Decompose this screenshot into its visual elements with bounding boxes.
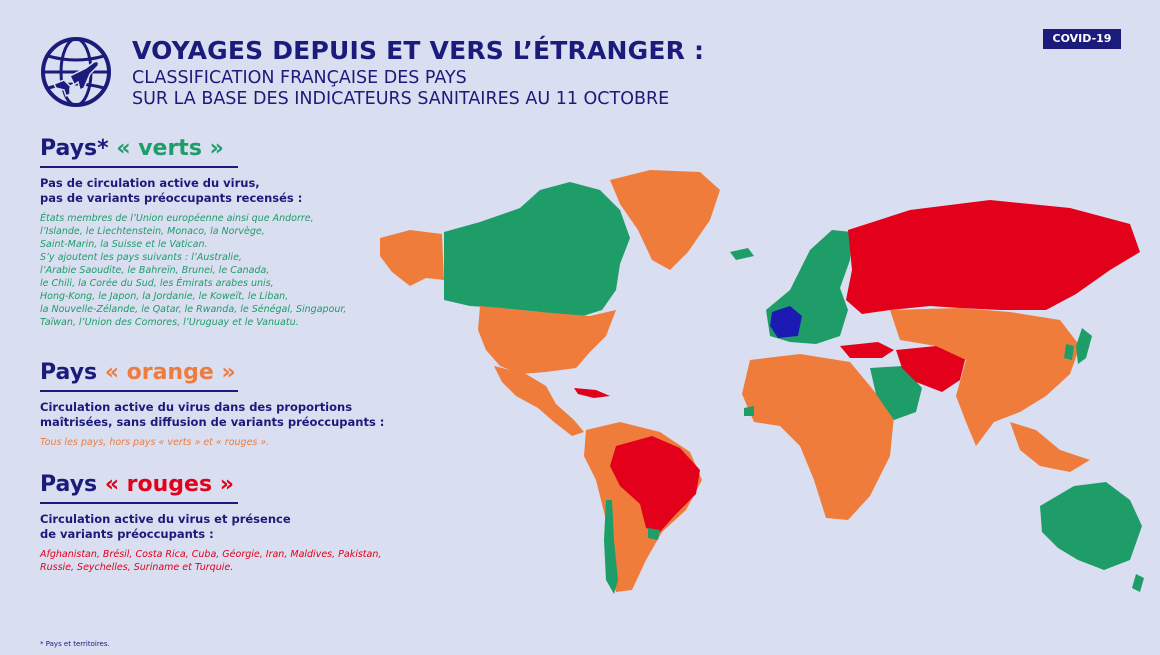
map-region-chile	[604, 500, 618, 594]
map-region-brazil	[610, 436, 700, 532]
legend-orange-prefix: Pays	[40, 360, 98, 385]
legend-green-detail-line: États membres de l’Union européenne ains…	[40, 213, 314, 224]
legend-green-detail-line: l’Islande, le Liechtenstein, Monaco, la …	[40, 226, 265, 237]
map-region-africa	[742, 354, 894, 520]
legend-orange-label: « orange »	[104, 360, 236, 385]
covid-badge: COVID-19	[1043, 29, 1121, 49]
legend-green-desc-line: pas de variants préoccupants recensés :	[40, 191, 303, 205]
legend-orange-rule	[40, 390, 238, 392]
legend-red-title: Pays « rouges »	[40, 472, 440, 498]
legend-orange-desc-line: maîtrisées, sans diffusion de variants p…	[40, 415, 385, 429]
header: VOYAGES DEPUIS ET VERS L’ÉTRANGER : CLAS…	[40, 34, 840, 114]
legend-red-countries: Afghanistan, Brésil, Costa Rica, Cuba, G…	[40, 548, 440, 574]
legend-green-countries: États membres de l’Union européenne ains…	[40, 212, 440, 329]
map-region-iran-afghanistan-pakistan	[896, 346, 966, 392]
map-region-france	[770, 306, 802, 338]
legend-green-detail-line: le Chili, la Corée du Sud, les Émirats a…	[40, 278, 274, 289]
legend-green-label: « verts »	[116, 136, 224, 161]
map-region-asia	[890, 308, 1080, 446]
legend-orange-countries: Tous les pays, hors pays « verts » et « …	[40, 436, 440, 449]
legend-orange-detail-line: Tous les pays, hors pays « verts » et « …	[40, 437, 270, 448]
legend-green-description: Pas de circulation active du virus, pas …	[40, 176, 440, 206]
legend-green: Pays* « verts » Pas de circulation activ…	[40, 136, 440, 329]
map-region-russia	[846, 200, 1140, 314]
footnote: * Pays et territoires.	[40, 640, 110, 648]
legend-green-detail-line: S’y ajoutent les pays suivants : l’Austr…	[40, 252, 242, 263]
map-region-mexico	[494, 366, 584, 436]
map-region-turkey	[840, 342, 894, 358]
legend-orange-desc-line: Circulation active du virus dans des pro…	[40, 400, 353, 414]
legend-red-desc-line: de variants préoccupants :	[40, 527, 214, 541]
map-region-korea	[1064, 344, 1074, 360]
map-region-cuba	[574, 388, 610, 398]
map-region-iceland	[730, 248, 754, 260]
map-region-canada	[444, 182, 630, 320]
legend-orange-title: Pays « orange »	[40, 360, 440, 386]
legend-red-detail-line: Russie, Seychelles, Suriname et Turquie.	[40, 562, 234, 573]
legend-orange: Pays « orange » Circulation active du vi…	[40, 360, 440, 449]
map-region-southeast-asia	[1010, 422, 1090, 472]
legend-green-rule	[40, 166, 238, 168]
legend-red: Pays « rouges » Circulation active du vi…	[40, 472, 440, 574]
map-region-greenland	[610, 170, 720, 270]
page-subtitle: CLASSIFICATION FRANÇAISE DES PAYS SUR LA…	[132, 68, 669, 110]
map-region-new-zealand	[1132, 574, 1144, 592]
map-region-arabia	[870, 366, 922, 420]
legend-green-detail-line: Saint-Marin, la Suisse et le Vatican.	[40, 239, 208, 250]
map-region-alaska	[380, 230, 444, 286]
legend-red-label: « rouges »	[104, 472, 234, 497]
world-map	[380, 170, 1144, 594]
legend-orange-description: Circulation active du virus dans des pro…	[40, 400, 440, 430]
map-region-senegal	[744, 406, 754, 416]
subtitle-line-2: SUR LA BASE DES INDICATEURS SANITAIRES A…	[132, 89, 670, 109]
legend-red-detail-line: Afghanistan, Brésil, Costa Rica, Cuba, G…	[40, 549, 382, 560]
legend-green-detail-line: Taïwan, l’Union des Comores, l’Uruguay e…	[40, 317, 299, 328]
legend-red-desc-line: Circulation active du virus et présence	[40, 512, 291, 526]
legend-green-prefix: Pays*	[40, 136, 109, 161]
legend-green-detail-line: la Nouvelle-Zélande, le Qatar, le Rwanda…	[40, 304, 347, 315]
legend-green-desc-line: Pas de circulation active du virus,	[40, 176, 260, 190]
legend-red-rule	[40, 502, 238, 504]
legend-red-description: Circulation active du virus et présence …	[40, 512, 440, 542]
map-region-australia	[1040, 482, 1142, 570]
globe-airplane-icon	[41, 37, 111, 107]
map-region-japan	[1076, 328, 1092, 364]
legend-green-detail-line: Hong-Kong, le Japon, la Jordanie, le Kow…	[40, 291, 289, 302]
page-title: VOYAGES DEPUIS ET VERS L’ÉTRANGER :	[132, 36, 705, 65]
legend-green-title: Pays* « verts »	[40, 136, 440, 162]
map-region-usa	[478, 306, 616, 374]
legend-red-prefix: Pays	[40, 472, 98, 497]
subtitle-line-1: CLASSIFICATION FRANÇAISE DES PAYS	[132, 68, 467, 88]
legend-green-detail-line: l’Arabie Saoudite, le Bahreïn, Brunei, l…	[40, 265, 270, 276]
map-region-uruguay	[648, 528, 660, 540]
